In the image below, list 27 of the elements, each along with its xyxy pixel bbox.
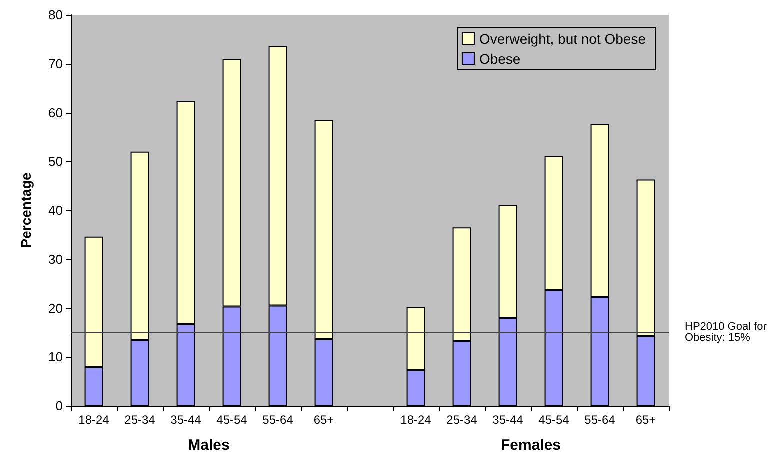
text: Males xyxy=(188,437,230,454)
x-tick-label: 45-54 xyxy=(216,413,248,427)
y-axis-title: Percentage xyxy=(18,172,34,248)
text: Females xyxy=(500,437,562,454)
x-tick-label: 65+ xyxy=(636,413,656,427)
x-tick-label: 35-44 xyxy=(170,413,202,427)
legend-label: Obese xyxy=(479,51,521,67)
y-tick-label: 80 xyxy=(48,8,63,22)
x-tick-label: 35-44 xyxy=(492,413,524,427)
y-tick-label: 10 xyxy=(48,350,63,365)
y-tick-label: 60 xyxy=(48,105,63,120)
x-tick-label: 45-54 xyxy=(538,413,570,427)
y-tick-label: 50 xyxy=(48,154,63,170)
y-tick-label: 20 xyxy=(48,300,63,316)
y-tick-label: 0 xyxy=(56,398,63,414)
x-tick-label: 25-34 xyxy=(124,413,156,427)
y-tick-label: 40 xyxy=(48,203,63,218)
x-tick-label: 65+ xyxy=(314,413,334,427)
x-tick-label: 18-24 xyxy=(400,413,432,427)
x-tick-label: 18-24 xyxy=(78,413,110,427)
ref-line-label: HP2010 Goal for Obesity: 15% xyxy=(685,321,770,344)
x-tick-label: 55-64 xyxy=(584,413,616,427)
x-tick-label: 25-34 xyxy=(446,413,478,427)
legend-label: Overweight, but not Obese xyxy=(479,31,646,47)
x-tick-label: 55-64 xyxy=(262,413,294,427)
y-tick-label: 70 xyxy=(48,56,63,72)
y-tick-label: 30 xyxy=(48,252,63,267)
